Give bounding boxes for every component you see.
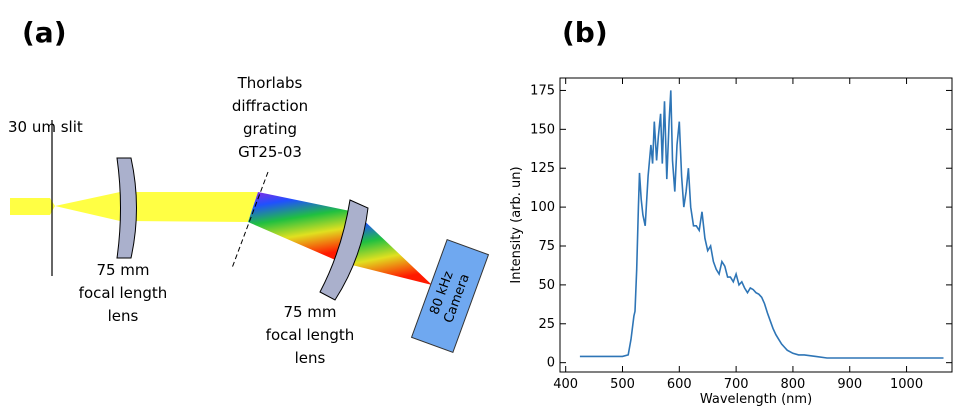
lens	[116, 157, 137, 259]
lens	[319, 199, 369, 301]
y-tick-label: 25	[538, 317, 555, 332]
x-tick-label: 600	[667, 377, 692, 392]
y-tick-label: 125	[530, 161, 555, 176]
y-tick-label: 50	[538, 278, 555, 293]
plot-frame	[559, 77, 953, 373]
x-tick-label: 900	[837, 377, 862, 392]
beam	[10, 198, 55, 215]
y-axis-label: Intensity (arb. un)	[509, 166, 524, 283]
y-tick-label: 0	[547, 356, 555, 371]
x-tick-label: 800	[781, 377, 806, 392]
diagram: (a) 80 kHz Camera 30 um slit Thorlabs di…	[8, 16, 490, 367]
lens-label: lens	[295, 349, 326, 367]
lens-label: 75 mm	[283, 303, 336, 321]
dispersed-beam	[248, 192, 355, 262]
lens-label: lens	[108, 307, 139, 325]
x-tick-label: 500	[610, 377, 635, 392]
grating-label: grating	[243, 120, 297, 138]
x-tick-label: 400	[553, 377, 578, 392]
lens-label: focal length	[79, 284, 168, 302]
y-tick-label: 100	[530, 200, 555, 215]
grating	[231, 171, 269, 269]
panel-label: (a)	[22, 16, 67, 49]
panel-label: (b)	[562, 16, 608, 49]
x-tick-label: 1000	[890, 377, 923, 392]
grating-label: Thorlabs	[237, 74, 303, 92]
grating-label: GT25-03	[238, 143, 302, 161]
spectrum-line	[579, 90, 944, 359]
camera: 80 kHz Camera	[410, 238, 490, 354]
lens-label: focal length	[266, 326, 355, 344]
beam	[55, 192, 258, 222]
x-tick-label: 700	[724, 377, 749, 392]
y-tick-label: 150	[530, 122, 555, 137]
grating-label: diffraction	[232, 97, 308, 115]
y-tick-label: 175	[530, 83, 555, 98]
x-axis-label: Wavelength (nm)	[700, 392, 812, 407]
slit-label: 30 um slit	[8, 118, 83, 136]
lens-label: 75 mm	[96, 261, 149, 279]
y-tick-label: 75	[538, 239, 555, 254]
chart: (b) Wavelength (nm) Intensity (arb. un) …	[509, 16, 953, 407]
